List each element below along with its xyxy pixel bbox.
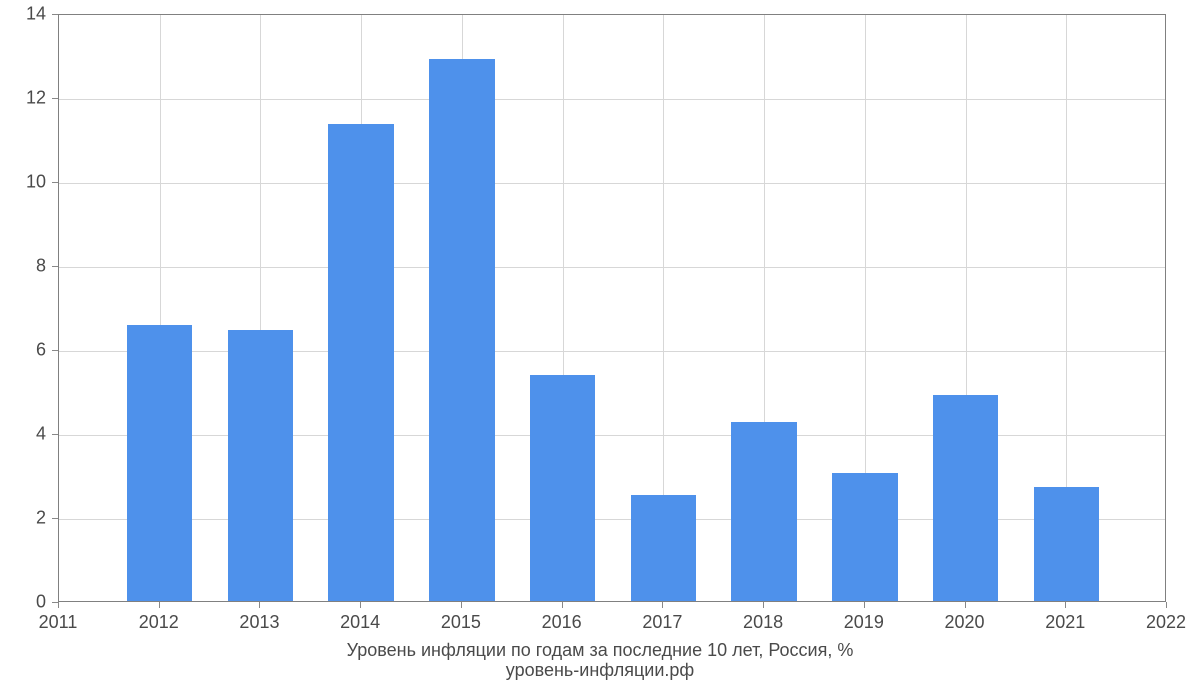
y-tick-label: 4 — [0, 424, 46, 445]
x-tick-label: 2020 — [945, 612, 985, 633]
h-gridline — [59, 519, 1165, 520]
x-tick-mark — [461, 602, 462, 608]
h-gridline — [59, 267, 1165, 268]
y-tick-label: 6 — [0, 340, 46, 361]
bar — [933, 395, 998, 601]
plot-area — [58, 14, 1166, 602]
x-tick-mark — [1065, 602, 1066, 608]
h-gridline — [59, 183, 1165, 184]
x-tick-mark — [864, 602, 865, 608]
x-tick-label: 2017 — [642, 612, 682, 633]
x-tick-label: 2015 — [441, 612, 481, 633]
caption-line-1: Уровень инфляции по годам за последние 1… — [0, 640, 1200, 661]
bar — [328, 124, 393, 601]
y-tick-label: 12 — [0, 88, 46, 109]
x-tick-mark — [360, 602, 361, 608]
y-tick-label: 2 — [0, 508, 46, 529]
bar — [1034, 487, 1099, 601]
y-tick-label: 10 — [0, 172, 46, 193]
x-tick-mark — [662, 602, 663, 608]
h-gridline — [59, 351, 1165, 352]
bar — [731, 422, 796, 601]
x-tick-label: 2014 — [340, 612, 380, 633]
y-tick-mark — [52, 518, 58, 519]
x-tick-label: 2011 — [39, 612, 78, 633]
x-tick-mark — [562, 602, 563, 608]
y-tick-label: 0 — [0, 592, 46, 613]
x-tick-label: 2019 — [844, 612, 884, 633]
y-tick-mark — [52, 350, 58, 351]
y-tick-mark — [52, 434, 58, 435]
x-tick-label: 2018 — [743, 612, 783, 633]
y-tick-label: 14 — [0, 4, 46, 25]
inflation-bar-chart: Уровень инфляции по годам за последние 1… — [0, 0, 1200, 695]
h-gridline — [59, 435, 1165, 436]
x-tick-label: 2022 — [1146, 612, 1186, 633]
bar — [631, 495, 696, 601]
x-tick-label: 2013 — [239, 612, 279, 633]
bar — [228, 330, 293, 601]
bar — [530, 375, 595, 601]
x-tick-mark — [1166, 602, 1167, 608]
bar — [429, 59, 494, 601]
x-tick-mark — [763, 602, 764, 608]
y-tick-mark — [52, 98, 58, 99]
x-tick-mark — [58, 602, 59, 608]
x-tick-label: 2012 — [139, 612, 179, 633]
x-tick-mark — [259, 602, 260, 608]
y-tick-label: 8 — [0, 256, 46, 277]
x-tick-mark — [159, 602, 160, 608]
y-tick-mark — [52, 14, 58, 15]
x-tick-label: 2016 — [542, 612, 582, 633]
caption-line-2: уровень-инфляции.рф — [0, 660, 1200, 681]
x-tick-mark — [965, 602, 966, 608]
y-tick-mark — [52, 182, 58, 183]
y-tick-mark — [52, 266, 58, 267]
h-gridline — [59, 99, 1165, 100]
bar — [832, 473, 897, 601]
bar — [127, 325, 192, 601]
x-tick-label: 2021 — [1045, 612, 1085, 633]
